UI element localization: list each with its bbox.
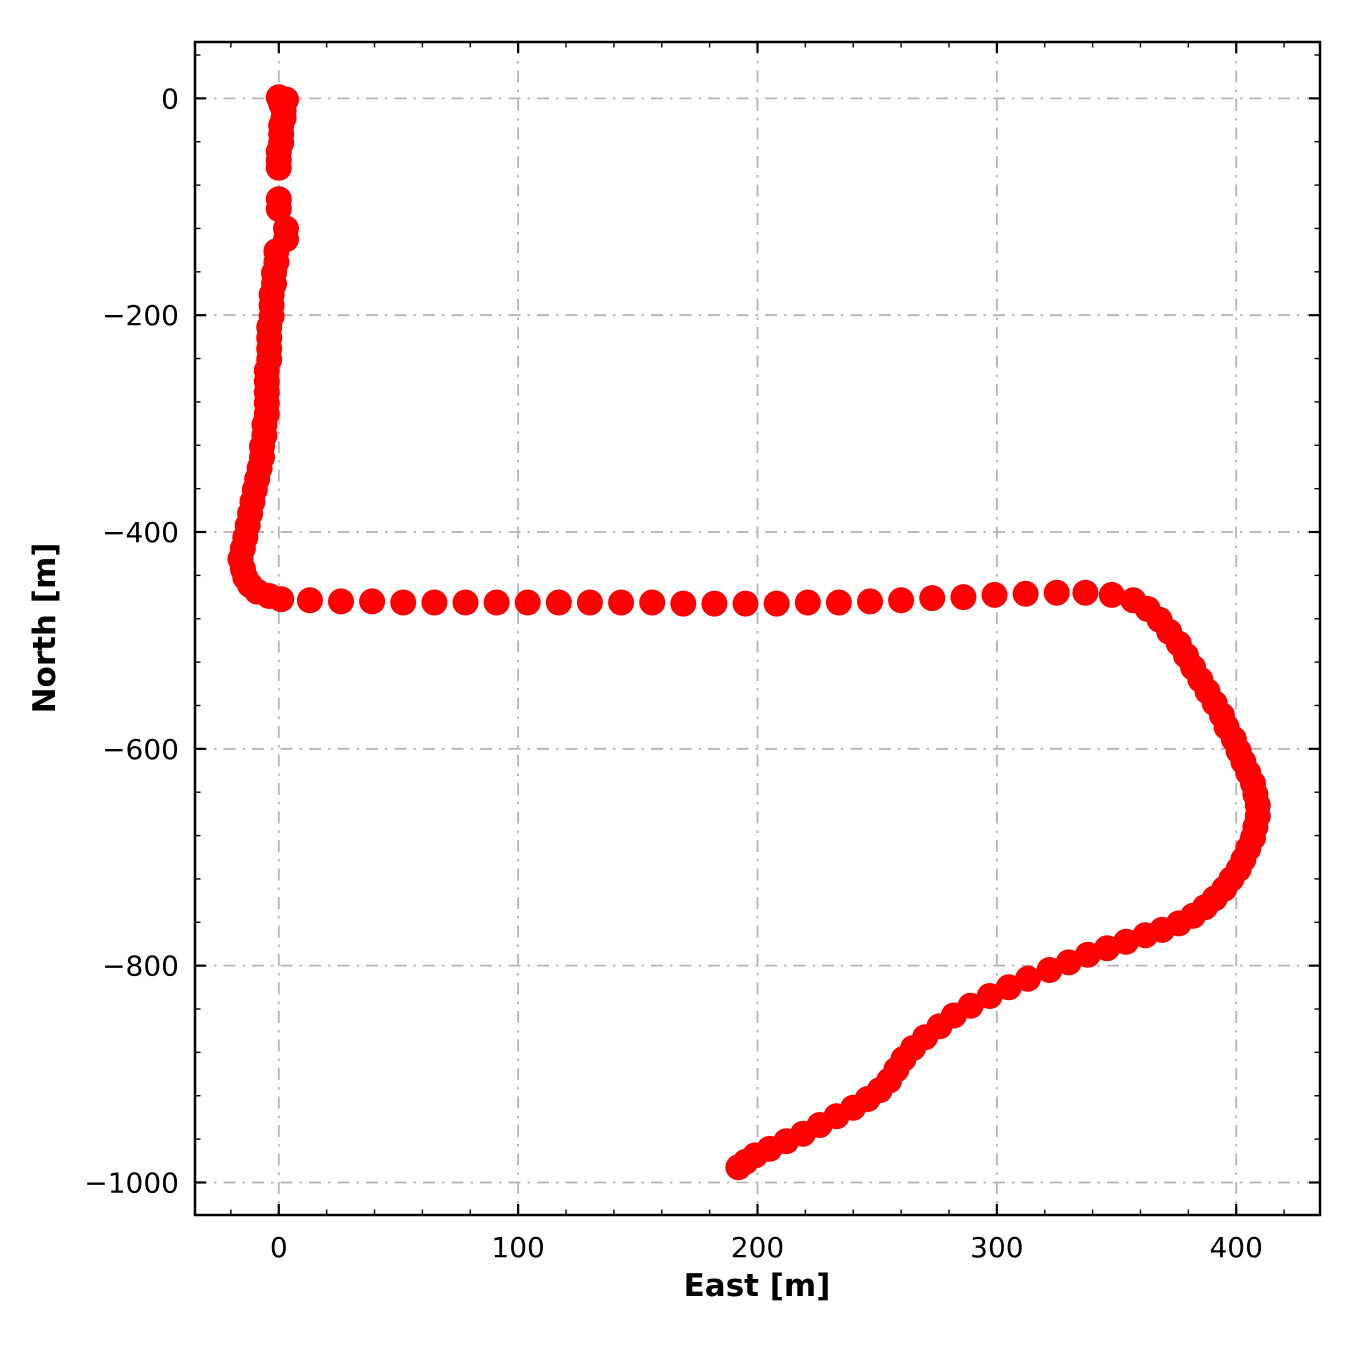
data-point (265, 154, 292, 181)
data-point (545, 589, 572, 616)
data-point (825, 589, 852, 616)
x-tick-label: 400 (1209, 1231, 1262, 1264)
data-point (981, 581, 1008, 608)
tick-label-layer: 0 100 200 300 400 0 −200 −400 −600 −800 −1000 (84, 82, 1263, 1264)
data-point (296, 587, 323, 614)
data-point (1012, 580, 1039, 607)
x-tick-label: 300 (970, 1231, 1023, 1264)
data-point (268, 586, 295, 613)
data-point (725, 1154, 752, 1181)
data-point (701, 590, 728, 617)
data-point (608, 589, 635, 616)
data-point (1043, 579, 1070, 606)
grid-layer (195, 42, 1320, 1215)
x-tick-label: 0 (270, 1231, 288, 1264)
data-point (888, 587, 915, 614)
data-point (390, 589, 417, 616)
data-point (670, 590, 697, 617)
y-tick-label: −400 (102, 516, 179, 549)
data-point (763, 590, 790, 617)
data-point (794, 589, 821, 616)
data-point (950, 584, 977, 611)
data-point (1072, 579, 1099, 606)
data-point (576, 589, 603, 616)
data-point (1098, 581, 1125, 608)
data-point (265, 196, 292, 222)
data-point (639, 589, 666, 616)
y-tick-label: −600 (102, 733, 179, 766)
data-point (359, 588, 386, 615)
data-point (483, 589, 510, 616)
x-tick-label: 100 (491, 1231, 544, 1264)
data-layer (227, 84, 1271, 1181)
data-point (514, 589, 541, 616)
data-point (732, 590, 759, 617)
y-tick-label: 0 (161, 82, 179, 115)
data-point (421, 589, 448, 616)
y-tick-label: −800 (102, 950, 179, 983)
data-point (452, 589, 479, 616)
y-axis-label: North [m] (27, 543, 63, 714)
y-tick-label: −1000 (84, 1166, 179, 1199)
x-axis-label: East [m] (684, 1268, 831, 1304)
data-point (857, 588, 883, 615)
plot-border (193, 40, 1322, 1217)
y-tick-label: −200 (102, 299, 179, 332)
data-point (976, 983, 1003, 1009)
data-point (328, 588, 354, 615)
data-point (919, 585, 946, 612)
data-point (1036, 957, 1063, 983)
x-tick-label: 200 (731, 1231, 784, 1264)
